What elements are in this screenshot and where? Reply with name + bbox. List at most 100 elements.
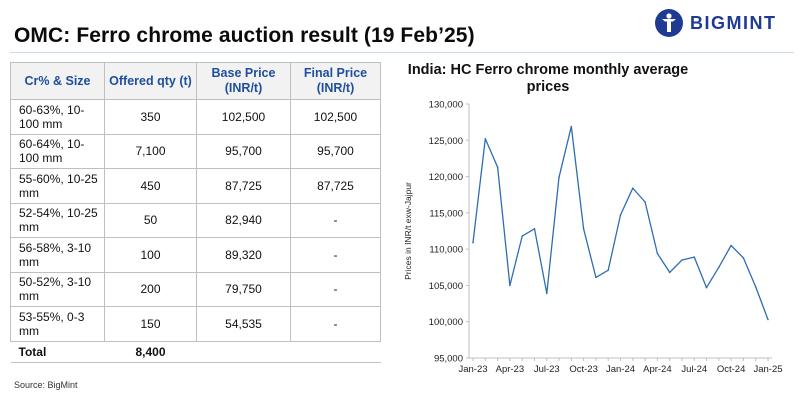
cell-final-price: 102,500 bbox=[290, 99, 381, 135]
cell-base-price: 89,320 bbox=[196, 237, 291, 273]
data-point bbox=[693, 256, 696, 258]
data-point bbox=[767, 318, 769, 321]
y-tick-label: 115,000 bbox=[429, 208, 463, 219]
data-point bbox=[484, 138, 487, 140]
x-tick-label: Jul-24 bbox=[681, 364, 707, 375]
cell-grade: 60-64%, 10-100 mm bbox=[10, 133, 105, 169]
cell-base-price: 54,535 bbox=[196, 306, 291, 342]
cell-base-price: 102,500 bbox=[196, 99, 291, 135]
data-point bbox=[656, 252, 659, 255]
header-offered-qty: Offered qty (t) bbox=[104, 62, 197, 100]
series-line bbox=[472, 125, 769, 320]
cell-offered-qty: 150 bbox=[104, 306, 197, 342]
table-row: 55-60%, 10-25 mm 450 87,725 87,725 bbox=[10, 168, 381, 204]
y-tick-label: 130,000 bbox=[429, 100, 463, 111]
cell-final-price: - bbox=[290, 237, 381, 273]
data-point bbox=[619, 214, 622, 216]
data-point bbox=[718, 266, 720, 269]
data-point bbox=[632, 187, 634, 189]
table-row: 50-52%, 3-10 mm 200 79,750 - bbox=[10, 271, 381, 307]
cell-grade: 60-63%, 10-100 mm bbox=[10, 99, 105, 135]
x-tick-label: Apr-23 bbox=[496, 364, 525, 375]
chart-title-line-2: prices bbox=[526, 79, 570, 95]
y-tick-label: 110,000 bbox=[429, 245, 463, 256]
total-final-price bbox=[290, 340, 381, 363]
x-tick-label: Oct-24 bbox=[717, 364, 746, 375]
table-row: 53-55%, 0-3 mm 150 54,535 - bbox=[10, 306, 381, 342]
bigmint-logo: BIGMINT bbox=[654, 8, 777, 38]
y-tick-label: 125,000 bbox=[429, 136, 463, 147]
cell-grade: 56-58%, 3-10 mm bbox=[10, 237, 105, 273]
data-point bbox=[705, 286, 708, 289]
cell-offered-qty: 7,100 bbox=[104, 133, 197, 169]
table-header-row: Cr% & Size Offered qty (t) Base Price (I… bbox=[10, 62, 381, 100]
data-point bbox=[546, 292, 548, 295]
bigmint-logo-icon bbox=[655, 9, 683, 37]
chart-title-line-1: India: HC Ferro chrome monthly average bbox=[407, 62, 689, 78]
page-title: OMC: Ferro chrome auction result (19 Feb… bbox=[14, 24, 475, 47]
table-total-row: Total 8,400 bbox=[10, 340, 381, 363]
cell-final-price: 95,700 bbox=[290, 133, 381, 169]
table-row: 56-58%, 3-10 mm 100 89,320 - bbox=[10, 237, 381, 273]
cell-base-price: 82,940 bbox=[196, 202, 291, 238]
y-tick-label: 100,000 bbox=[429, 317, 463, 328]
data-point bbox=[754, 286, 757, 288]
data-point bbox=[533, 228, 536, 230]
bigmint-logo-text: BIGMINT bbox=[690, 12, 777, 33]
data-point bbox=[509, 284, 511, 287]
y-tick-label: 120,000 bbox=[429, 172, 463, 183]
data-point bbox=[644, 201, 646, 203]
cell-offered-qty: 100 bbox=[104, 237, 197, 273]
data-point bbox=[742, 257, 745, 259]
x-tick-label: Apr-24 bbox=[643, 364, 672, 375]
price-line-chart: 95,000 100,000 105,000 110,000 115,000 120,00… bbox=[403, 100, 783, 376]
cell-grade: 53-55%, 0-3 mm bbox=[10, 306, 105, 342]
cell-offered-qty: 350 bbox=[104, 99, 197, 135]
chart-title: India: HC Ferro chrome monthly average p… bbox=[398, 62, 698, 96]
header-final-price: Final Price (INR/t) bbox=[290, 62, 381, 100]
header-cr-size: Cr% & Size bbox=[10, 62, 105, 100]
cell-base-price: 79,750 bbox=[196, 271, 291, 307]
y-tick-label: 95,000 bbox=[434, 354, 463, 365]
data-point bbox=[582, 228, 585, 230]
y-tick-label: 105,000 bbox=[429, 281, 463, 292]
data-point bbox=[472, 241, 474, 244]
x-tick-label: Oct-23 bbox=[569, 364, 598, 375]
data-point bbox=[521, 235, 523, 237]
source-note: Source: BigMint bbox=[14, 380, 78, 390]
x-tick-label: Jan-24 bbox=[606, 364, 635, 375]
data-point bbox=[681, 259, 683, 261]
cell-grade: 50-52%, 3-10 mm bbox=[10, 271, 105, 307]
header-base-price: Base Price (INR/t) bbox=[196, 62, 291, 100]
data-point bbox=[730, 244, 732, 247]
cell-final-price: - bbox=[290, 306, 381, 342]
data-point bbox=[496, 166, 499, 168]
data-point bbox=[570, 125, 573, 128]
cell-base-price: 87,725 bbox=[196, 168, 291, 204]
table-row: 52-54%, 10-25 mm 50 82,940 - bbox=[10, 202, 381, 238]
x-tick-label: Jan-23 bbox=[458, 364, 487, 375]
data-point bbox=[668, 271, 671, 274]
table-row: 60-64%, 10-100 mm 7,100 95,700 95,700 bbox=[10, 133, 381, 169]
data-point bbox=[558, 176, 560, 179]
total-offered-qty: 8,400 bbox=[104, 340, 197, 363]
cell-offered-qty: 450 bbox=[104, 168, 197, 204]
cell-grade: 55-60%, 10-25 mm bbox=[10, 168, 105, 204]
cell-base-price: 95,700 bbox=[196, 133, 291, 169]
x-tick-label: Jul-23 bbox=[534, 364, 560, 375]
y-axis-label: Prices in INR/t exw-Jajpur bbox=[403, 182, 413, 280]
title-divider bbox=[10, 52, 794, 53]
total-base-price bbox=[196, 340, 291, 363]
data-point bbox=[595, 276, 597, 279]
cell-offered-qty: 200 bbox=[104, 271, 197, 307]
cell-grade: 52-54%, 10-25 mm bbox=[10, 202, 105, 238]
cell-final-price: 87,725 bbox=[290, 168, 381, 204]
table-row: 60-63%, 10-100 mm 350 102,500 102,500 bbox=[10, 99, 381, 135]
total-label: Total bbox=[10, 340, 105, 363]
auction-result-table: Cr% & Size Offered qty (t) Base Price (I… bbox=[10, 62, 381, 363]
data-point bbox=[607, 269, 609, 271]
x-tick-label: Jan-25 bbox=[753, 364, 782, 375]
cell-final-price: - bbox=[290, 271, 381, 307]
cell-final-price: - bbox=[290, 202, 381, 238]
cell-offered-qty: 50 bbox=[104, 202, 197, 238]
